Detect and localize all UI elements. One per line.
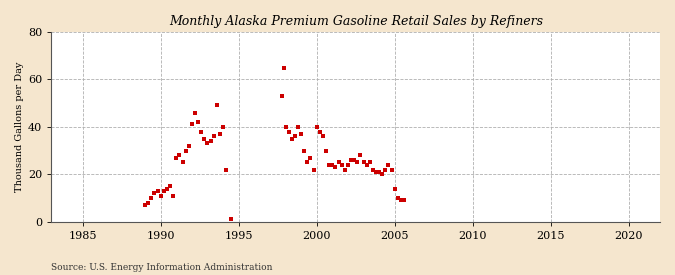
Point — [386, 167, 397, 172]
Point — [284, 129, 294, 134]
Point — [364, 160, 375, 165]
Y-axis label: Thousand Gallons per Day: Thousand Gallons per Day — [15, 62, 24, 192]
Point — [193, 120, 204, 124]
Point — [143, 200, 154, 205]
Point — [324, 163, 335, 167]
Point — [140, 203, 151, 207]
Point — [279, 65, 290, 70]
Point — [327, 163, 338, 167]
Point — [392, 196, 403, 200]
Point — [155, 193, 166, 198]
Point — [221, 167, 232, 172]
Point — [199, 136, 210, 141]
Title: Monthly Alaska Premium Gasoline Retail Sales by Refiners: Monthly Alaska Premium Gasoline Retail S… — [169, 15, 543, 28]
Point — [299, 148, 310, 153]
Point — [399, 198, 410, 203]
Point — [358, 160, 369, 165]
Point — [174, 153, 185, 158]
Point — [346, 158, 356, 162]
Point — [383, 163, 394, 167]
Point — [321, 148, 331, 153]
Point — [342, 163, 353, 167]
Point — [218, 125, 229, 129]
Point — [171, 155, 182, 160]
Point — [196, 129, 207, 134]
Point — [180, 148, 191, 153]
Point — [280, 125, 291, 129]
Text: Source: U.S. Energy Information Administration: Source: U.S. Energy Information Administ… — [51, 263, 272, 272]
Point — [152, 189, 163, 193]
Point — [286, 136, 297, 141]
Point — [330, 165, 341, 169]
Point — [308, 167, 319, 172]
Point — [149, 191, 160, 196]
Point — [209, 134, 219, 139]
Point — [349, 158, 360, 162]
Point — [168, 193, 179, 198]
Point — [146, 196, 157, 200]
Point — [355, 153, 366, 158]
Point — [215, 132, 225, 136]
Point — [165, 184, 176, 188]
Point — [302, 160, 313, 165]
Point — [184, 144, 194, 148]
Point — [159, 189, 169, 193]
Point — [190, 110, 200, 115]
Point — [371, 170, 381, 174]
Point — [377, 172, 387, 177]
Point — [352, 160, 362, 165]
Point — [211, 103, 222, 108]
Point — [296, 132, 306, 136]
Point — [225, 217, 236, 222]
Point — [186, 122, 197, 127]
Point — [311, 125, 322, 129]
Point — [317, 134, 328, 139]
Point — [340, 167, 350, 172]
Point — [333, 160, 344, 165]
Point — [367, 167, 378, 172]
Point — [161, 186, 172, 191]
Point — [292, 125, 303, 129]
Point — [396, 198, 406, 203]
Point — [277, 94, 288, 98]
Point — [389, 186, 400, 191]
Point — [315, 129, 325, 134]
Point — [177, 160, 188, 165]
Point — [290, 134, 300, 139]
Point — [374, 170, 385, 174]
Point — [202, 141, 213, 146]
Point — [361, 163, 372, 167]
Point — [305, 155, 316, 160]
Point — [380, 167, 391, 172]
Point — [205, 139, 216, 143]
Point — [336, 163, 347, 167]
